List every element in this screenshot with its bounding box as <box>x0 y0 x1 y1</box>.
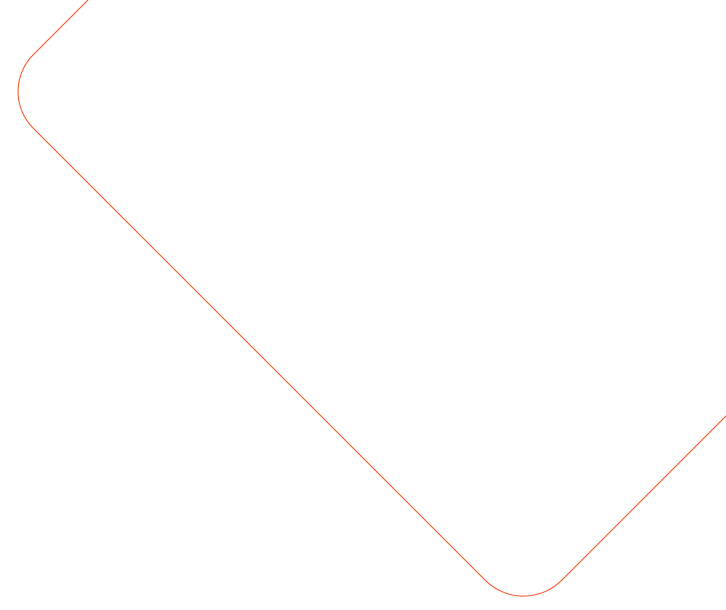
rounded-diamond-outline <box>17 0 726 597</box>
